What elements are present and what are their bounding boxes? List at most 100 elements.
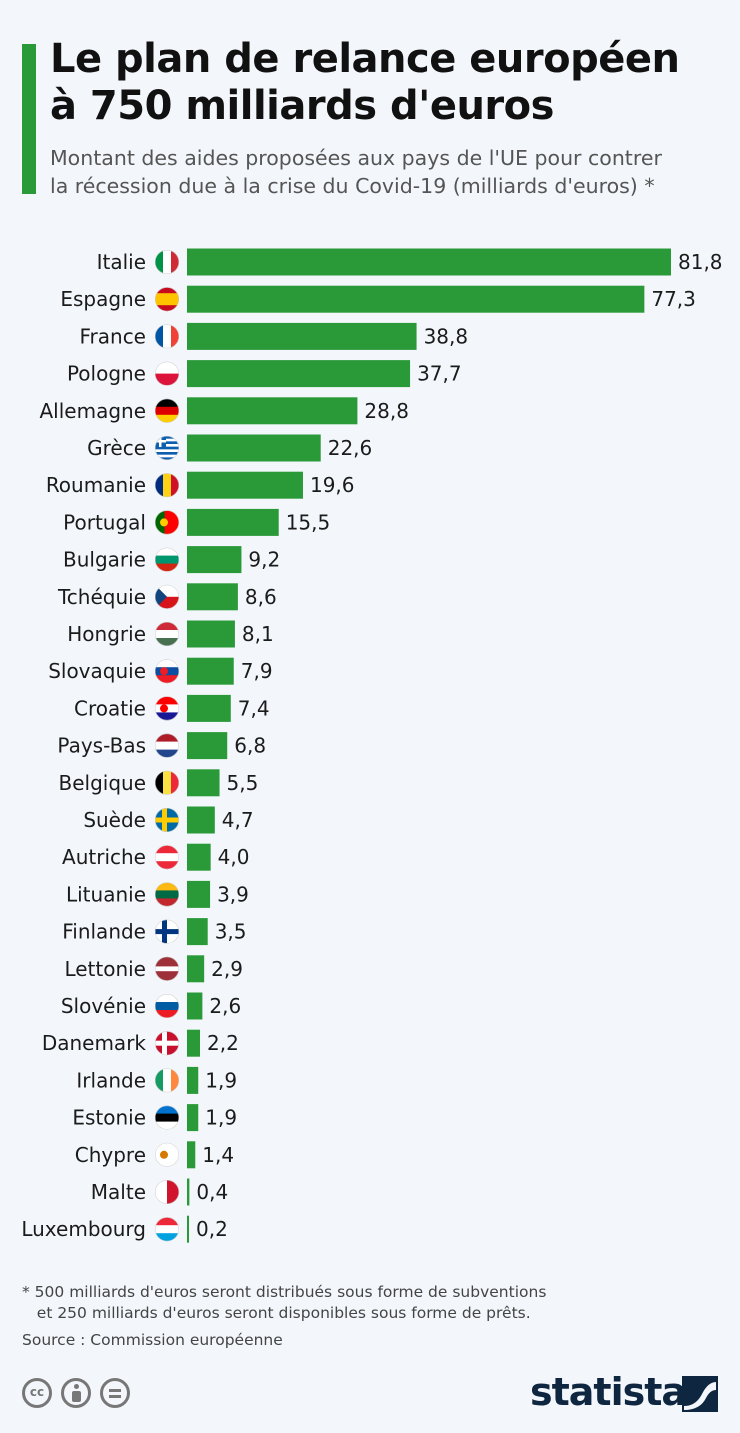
value-label: 37,7 — [417, 362, 462, 386]
bar — [187, 1215, 189, 1243]
cc-icon-text: cc — [29, 1385, 45, 1399]
bar — [187, 620, 235, 648]
category-label: Malte — [91, 1180, 146, 1204]
value-label: 8,1 — [242, 622, 274, 646]
category-label: Finlande — [62, 920, 146, 944]
bar — [187, 732, 228, 760]
bar — [187, 248, 671, 276]
bar — [187, 397, 358, 425]
value-label: 28,8 — [364, 399, 409, 423]
value-label: 6,8 — [234, 734, 266, 758]
greece-flag-icon — [155, 436, 179, 460]
croatia-flag-icon — [155, 696, 179, 721]
category-label: Croatie — [74, 696, 146, 720]
ireland-flag-icon — [155, 1068, 179, 1093]
category-label: Allemagne — [39, 399, 146, 423]
italy-flag-icon — [155, 250, 179, 274]
value-label: 2,6 — [209, 994, 241, 1018]
category-label: Slovénie — [61, 994, 146, 1018]
malta-flag-icon — [155, 1180, 179, 1204]
category-label: Lettonie — [64, 957, 146, 981]
bar — [187, 769, 220, 797]
statista-logo[interactable]: statista — [530, 1370, 687, 1414]
value-label: 0,4 — [196, 1180, 228, 1204]
sweden-flag-icon — [155, 808, 179, 832]
romania-flag-icon — [155, 473, 179, 498]
cyprus-flag-icon — [155, 1142, 179, 1167]
spain-flag-icon — [155, 287, 179, 312]
bar — [187, 918, 208, 946]
bar — [187, 1141, 196, 1169]
netherlands-flag-icon — [155, 733, 179, 758]
bar — [187, 322, 417, 350]
chart-title: Le plan de relance européen à 750 millia… — [50, 36, 680, 129]
bar — [187, 806, 215, 834]
value-label: 7,9 — [241, 659, 273, 683]
value-label: 77,3 — [651, 287, 696, 311]
value-label: 19,6 — [310, 473, 355, 497]
no-derivatives-icon[interactable] — [100, 1378, 130, 1408]
category-label: Suède — [83, 808, 146, 832]
statista-logo-icon — [682, 1376, 718, 1412]
france-flag-icon — [155, 324, 179, 349]
bar — [187, 546, 242, 574]
bar — [187, 955, 205, 983]
category-label: Autriche — [62, 845, 146, 869]
cc-icon[interactable]: cc — [22, 1378, 52, 1408]
category-label: Espagne — [60, 287, 146, 311]
finland-flag-icon — [155, 919, 179, 944]
value-label: 5,5 — [227, 771, 259, 795]
denmark-flag-icon — [155, 1031, 179, 1056]
latvia-flag-icon — [155, 956, 179, 981]
bar — [187, 360, 411, 388]
value-label: 2,2 — [207, 1031, 239, 1055]
value-label: 1,9 — [205, 1068, 237, 1092]
value-label: 81,8 — [678, 250, 723, 274]
value-label: 2,9 — [211, 957, 243, 981]
value-label: 3,9 — [217, 882, 249, 906]
poland-flag-icon — [155, 361, 179, 386]
attribution-icon[interactable] — [61, 1378, 91, 1408]
category-label: Chypre — [75, 1143, 146, 1167]
value-label: 8,6 — [245, 585, 277, 609]
value-label: 4,0 — [218, 845, 250, 869]
luxembourg-flag-icon — [155, 1217, 179, 1242]
bar — [187, 694, 231, 722]
czechia-flag-icon — [155, 584, 179, 609]
category-label: Belgique — [58, 771, 146, 795]
bar — [187, 657, 234, 685]
germany-flag-icon — [155, 398, 179, 423]
bar — [187, 843, 211, 871]
bar — [187, 1029, 201, 1057]
value-label: 1,9 — [205, 1106, 237, 1130]
bulgaria-flag-icon — [155, 547, 179, 572]
category-label: Pays-Bas — [57, 734, 146, 758]
bar-chart: Italie 81,8 Espagne 77,3 France 38,8 Pologne 37… — [21, 248, 723, 1243]
bar — [187, 434, 321, 462]
value-label: 1,4 — [202, 1143, 234, 1167]
bar — [187, 285, 645, 313]
value-label: 3,5 — [215, 920, 247, 944]
category-label: Hongrie — [67, 622, 146, 646]
hungary-flag-icon — [155, 622, 179, 646]
category-label: Lituanie — [66, 882, 146, 906]
bar — [187, 992, 203, 1020]
category-label: Tchéquie — [57, 585, 146, 609]
bar — [187, 583, 238, 611]
value-label: 38,8 — [424, 324, 469, 348]
category-label: Grèce — [87, 436, 146, 460]
category-label: Danemark — [42, 1031, 147, 1055]
category-label: Irlande — [76, 1068, 146, 1092]
source-note: Source : Commission européenne — [22, 1331, 283, 1349]
value-label: 4,7 — [222, 808, 254, 832]
austria-flag-icon — [155, 845, 179, 870]
category-label: Roumanie — [46, 473, 146, 497]
category-label: Estonie — [72, 1106, 146, 1130]
footnote: * 500 milliards d'euros seront distribué… — [22, 1283, 547, 1322]
value-label: 7,4 — [238, 696, 270, 720]
portugal-flag-icon — [155, 510, 179, 535]
slovakia-flag-icon — [155, 659, 179, 684]
bar — [187, 508, 279, 536]
value-label: 15,5 — [286, 510, 331, 534]
bar — [187, 1178, 190, 1206]
